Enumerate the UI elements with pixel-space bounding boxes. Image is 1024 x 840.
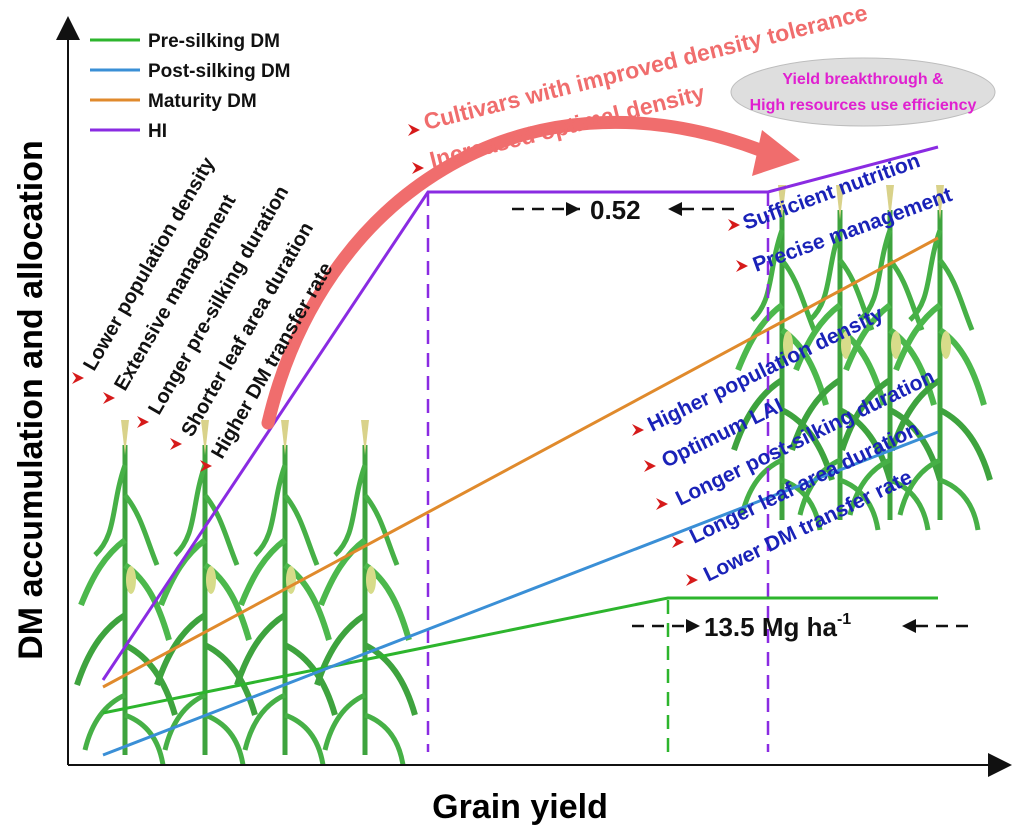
hi-annotation: 0.52 xyxy=(512,195,740,225)
ellipse-line2: High resources use efficiency xyxy=(750,97,977,114)
yield-value: 13.5 Mg ha-1 xyxy=(704,611,851,642)
red-arrowhead-bullet-icon xyxy=(672,536,684,548)
post-silking-dm-line xyxy=(102,430,939,757)
red-arrowhead-bullet-icon xyxy=(103,392,115,404)
red-arrowhead-bullet-icon xyxy=(644,460,656,472)
red-arrowhead-bullet-icon xyxy=(728,219,740,231)
hi-line xyxy=(101,145,939,681)
legend: Pre-silking DM Post-silking DM Maturity … xyxy=(90,31,291,142)
legend-pre-silking: Pre-silking DM xyxy=(148,31,280,52)
strategy-curved-arrow xyxy=(261,115,767,430)
maturity-dm-line xyxy=(102,236,939,689)
maize-left-group xyxy=(77,420,415,765)
pre-silking-dm-line xyxy=(102,596,938,715)
arrow-head-icon xyxy=(752,130,800,176)
ellipse-line1: Yield breakthrough & xyxy=(782,71,944,88)
yield-value-text: 13.5 Mg ha xyxy=(704,612,837,642)
yield-value-superscript: -1 xyxy=(837,611,851,628)
x-axis-title: Grain yield xyxy=(432,788,608,826)
left-factors: Lower population density Extensive manag… xyxy=(72,153,337,472)
legend-post-silking: Post-silking DM xyxy=(148,61,291,82)
y-axis-title: DM accumulation and allocation xyxy=(12,140,50,660)
red-arrowhead-bullet-icon xyxy=(137,416,149,428)
arrow-left-icon xyxy=(668,202,682,216)
arrow-left-icon xyxy=(902,619,916,633)
red-arrowhead-bullet-icon xyxy=(412,162,424,174)
arrow-right-icon xyxy=(566,202,580,216)
red-arrowhead-bullet-icon xyxy=(656,498,668,510)
red-arrowhead-bullet-icon xyxy=(170,438,182,450)
yield-breakthrough-ellipse xyxy=(730,57,996,127)
legend-maturity: Maturity DM xyxy=(148,91,257,112)
arrow-right-icon xyxy=(686,619,700,633)
red-arrowhead-bullet-icon xyxy=(408,124,420,136)
hi-value: 0.52 xyxy=(590,195,641,225)
legend-hi: HI xyxy=(148,121,167,142)
yield-annotation: 13.5 Mg ha-1 xyxy=(632,611,968,642)
red-arrowhead-bullet-icon xyxy=(72,372,84,384)
red-arrowhead-bullet-icon xyxy=(736,260,748,272)
red-arrowhead-bullet-icon xyxy=(632,424,644,436)
red-arrowhead-bullet-icon xyxy=(686,574,698,586)
